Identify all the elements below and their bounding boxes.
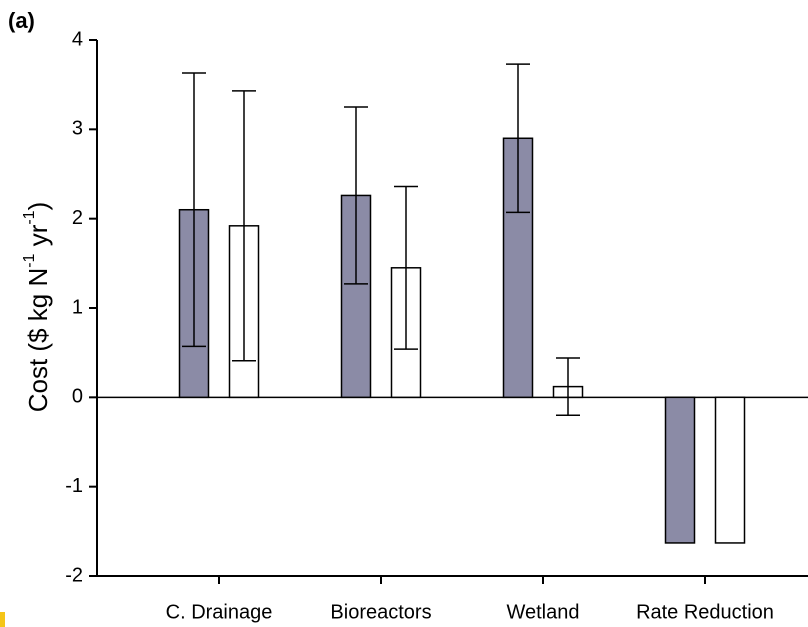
x-tick-label: Rate Reduction [636,601,774,623]
y-label-part: ) [23,202,53,211]
y-axis-label: Cost ($ kg N-1 yr-1) [21,202,53,413]
error-bar [344,106,368,285]
bar [664,396,696,544]
y-label-part: Cost ($ kg N [23,268,53,413]
y-tick-label: 1 [72,296,83,318]
x-tick-label: Bioreactors [330,601,431,623]
bar [340,194,372,399]
y-label-sup: -1 [21,210,38,224]
corner-mark [0,612,5,627]
y-label-part: yr [23,224,53,253]
error-bar [394,185,418,350]
bar [714,396,746,544]
y-tick-label: 2 [72,207,83,229]
y-tick-label: -2 [65,564,83,586]
chart-title: (a) [8,8,35,33]
x-tick-label: Wetland [506,601,579,623]
y-tick-label: 4 [72,28,83,50]
y-label-sup: -1 [21,253,38,267]
error-bar [182,72,206,348]
error-bar [556,357,580,416]
error-bar [232,90,256,362]
y-tick-label: -1 [65,475,83,497]
x-tick-label: C. Drainage [166,601,273,623]
error-bar [506,63,530,214]
y-tick-label: 3 [72,118,83,140]
y-tick-label: 0 [72,386,83,408]
